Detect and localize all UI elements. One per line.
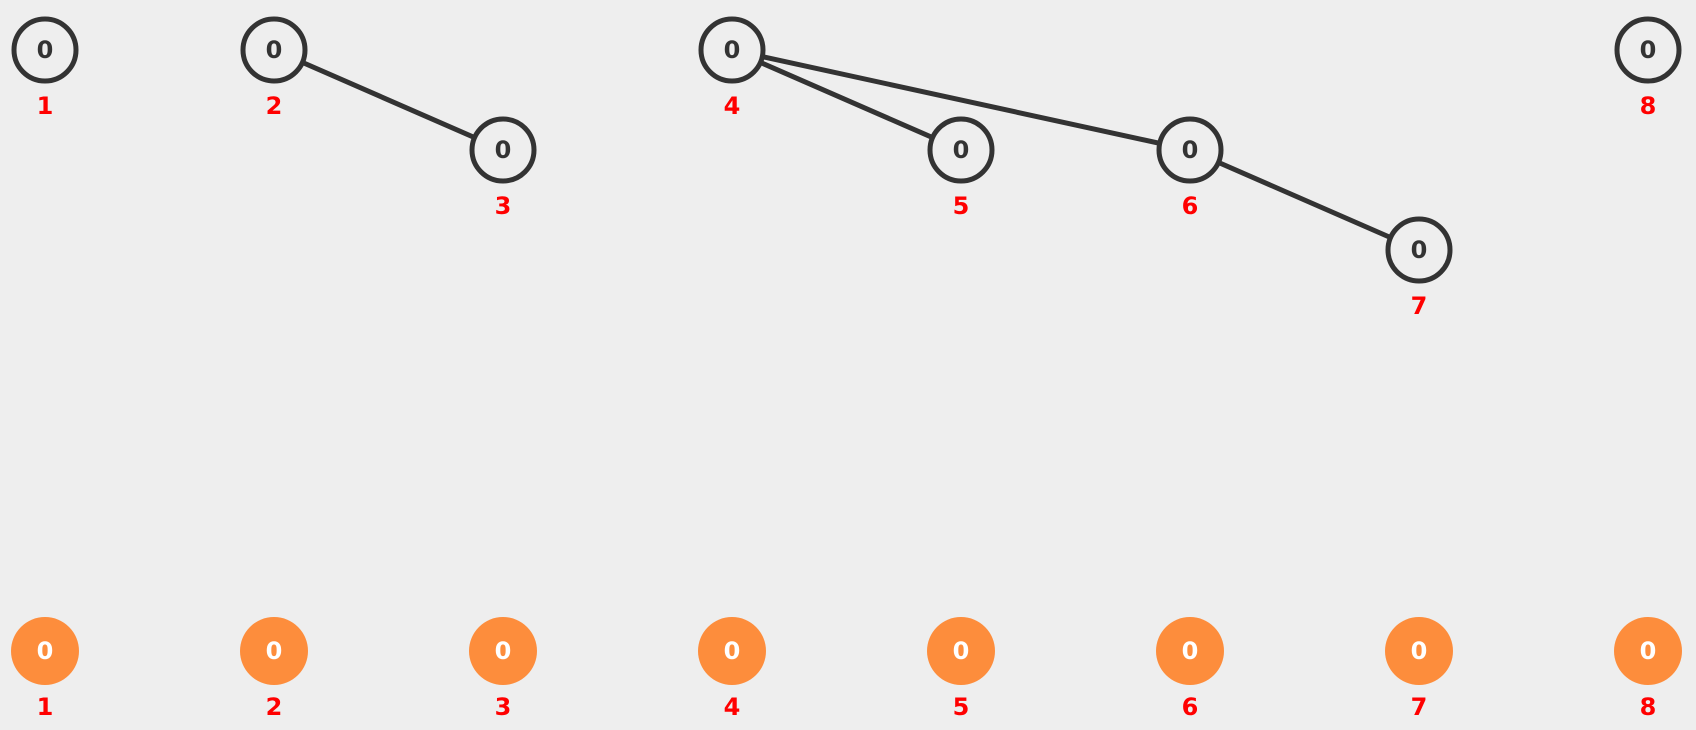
tree-edge-2-3 (271, 47, 506, 153)
array-cell-index: 2 (266, 693, 283, 721)
tree-node-circle (11, 16, 79, 84)
tree-edge-4-5 (729, 47, 964, 153)
array-cell-2[interactable]: 02 (240, 617, 308, 721)
array-cell-circle (1385, 617, 1453, 685)
array-cell-4[interactable]: 04 (698, 617, 766, 721)
tree-node-4[interactable]: 04 (698, 16, 766, 120)
tree-node-3[interactable]: 03 (469, 116, 537, 220)
array-cell-value: 0 (37, 637, 54, 665)
array-cell-5[interactable]: 05 (927, 617, 995, 721)
tree-node-2[interactable]: 02 (240, 16, 308, 120)
tree-node-circle (469, 116, 537, 184)
tree-node-value: 0 (1640, 36, 1657, 64)
tree-node-index: 4 (724, 92, 741, 120)
array-cell-index: 1 (37, 693, 54, 721)
tree-node-index: 1 (37, 92, 54, 120)
tree-node-circle (1614, 16, 1682, 84)
array-cell-value: 0 (1182, 637, 1199, 665)
tree-node-value: 0 (495, 136, 512, 164)
tree-node-index: 5 (953, 192, 970, 220)
array-cell-circle (698, 617, 766, 685)
tree-node-7[interactable]: 07 (1385, 216, 1453, 320)
array-cell-index: 3 (495, 693, 512, 721)
tree-node-value: 0 (266, 36, 283, 64)
tree-node-circle (1156, 116, 1224, 184)
tree-node-index: 2 (266, 92, 283, 120)
tree-node-circle (240, 16, 308, 84)
array-cell-value: 0 (953, 637, 970, 665)
array-cell-index: 6 (1182, 693, 1199, 721)
array-cell-1[interactable]: 01 (11, 617, 79, 721)
tree-edge-6-7 (1187, 147, 1422, 253)
array-cell-circle (11, 617, 79, 685)
array-cell-index: 7 (1411, 693, 1428, 721)
array-cell-circle (1156, 617, 1224, 685)
array-cell-circle (240, 617, 308, 685)
tree-node-value: 0 (1411, 236, 1428, 264)
array-cell-3[interactable]: 03 (469, 617, 537, 721)
tree-node-index: 3 (495, 192, 512, 220)
tree-node-circle (927, 116, 995, 184)
tree-node-index: 8 (1640, 92, 1657, 120)
tree-node-index: 7 (1411, 292, 1428, 320)
tree-node-circle (1385, 216, 1453, 284)
array-cell-7[interactable]: 07 (1385, 617, 1453, 721)
tree-node-value: 0 (953, 136, 970, 164)
tree-edges (271, 47, 1422, 253)
tree-node-index: 6 (1182, 192, 1199, 220)
array-cell-value: 0 (724, 637, 741, 665)
array-cell-circle (927, 617, 995, 685)
array-cell-6[interactable]: 06 (1156, 617, 1224, 721)
tree-edge-4-6 (729, 47, 1193, 153)
array-cell-value: 0 (1640, 637, 1657, 665)
array-cell-value: 0 (1411, 637, 1428, 665)
array-cell-value: 0 (495, 637, 512, 665)
tree-node-value: 0 (724, 36, 741, 64)
array-cell-circle (1614, 617, 1682, 685)
tree-node-8[interactable]: 08 (1614, 16, 1682, 120)
tree-node-1[interactable]: 01 (11, 16, 79, 120)
tree-node-value: 0 (37, 36, 54, 64)
array-cell-index: 5 (953, 693, 970, 721)
tree-node-value: 0 (1182, 136, 1199, 164)
array-cell-8[interactable]: 08 (1614, 617, 1682, 721)
array-cell-value: 0 (266, 637, 283, 665)
tree-node-5[interactable]: 05 (927, 116, 995, 220)
tree-node-6[interactable]: 06 (1156, 116, 1224, 220)
array-cell-index: 8 (1640, 693, 1657, 721)
tree-node-circle (698, 16, 766, 84)
array-cell-index: 4 (724, 693, 741, 721)
array-cell-circle (469, 617, 537, 685)
